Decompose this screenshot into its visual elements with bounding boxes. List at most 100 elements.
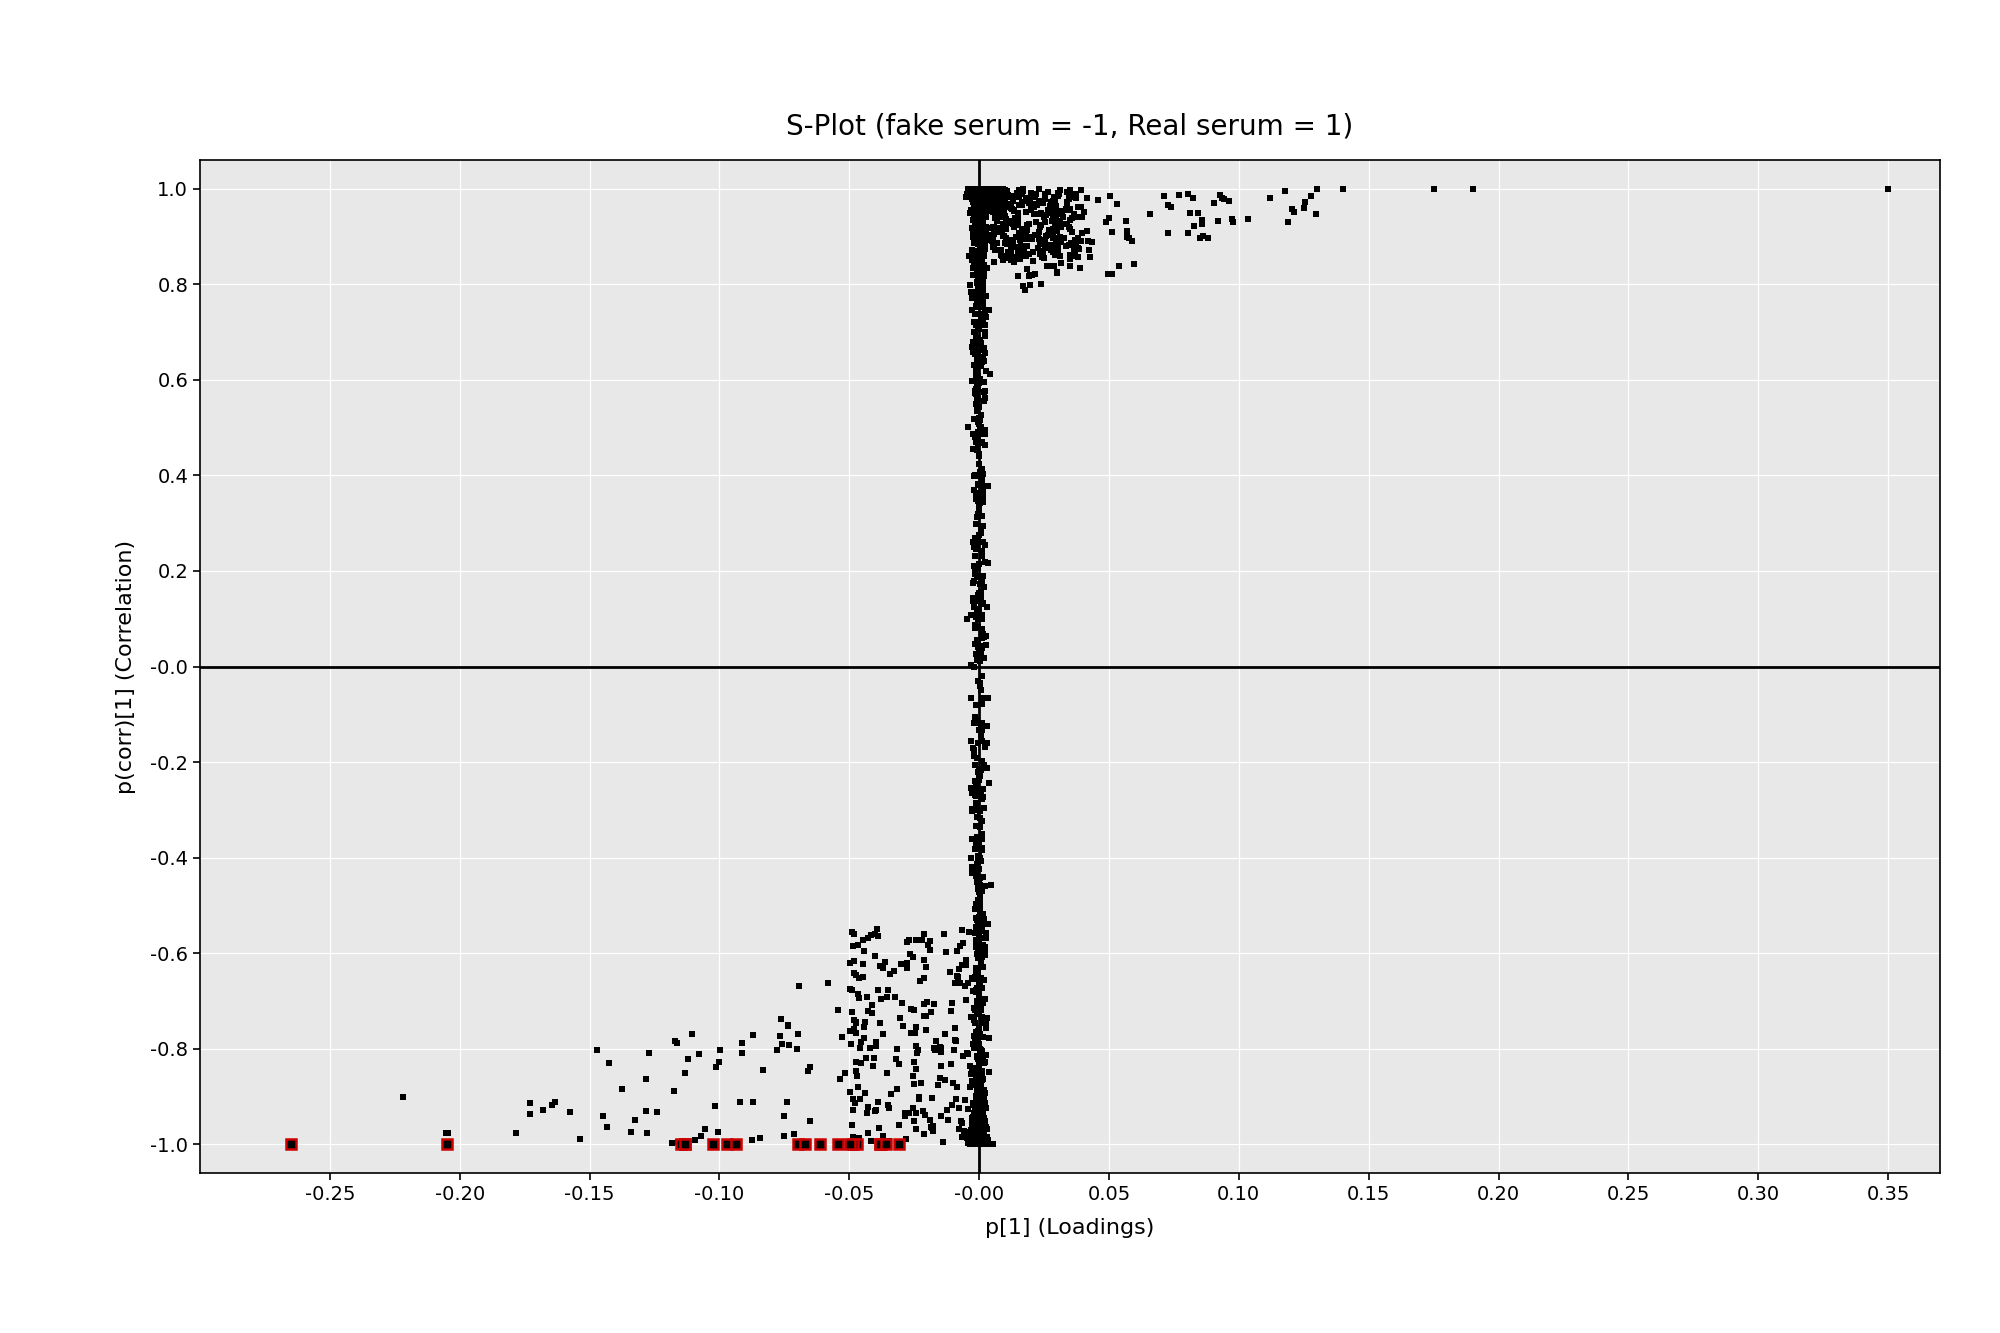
Point xyxy=(964,1100,996,1121)
Point xyxy=(834,978,866,1000)
Point xyxy=(946,1110,978,1132)
Point xyxy=(980,179,1012,200)
Point xyxy=(962,181,994,203)
Point xyxy=(1030,205,1062,227)
Point xyxy=(430,1133,462,1154)
Point xyxy=(968,187,1000,208)
Point xyxy=(962,1021,994,1042)
Point xyxy=(1054,256,1086,277)
Point xyxy=(966,515,998,536)
Point xyxy=(960,341,992,363)
Point xyxy=(960,532,992,553)
Point xyxy=(966,1041,998,1062)
Point xyxy=(962,215,994,236)
Point xyxy=(962,504,994,525)
Point xyxy=(966,179,998,200)
Point xyxy=(962,180,994,201)
Point xyxy=(988,180,1020,201)
Point xyxy=(1038,228,1070,249)
Point xyxy=(964,179,996,200)
Point xyxy=(966,1122,998,1144)
Point xyxy=(962,1130,994,1152)
Point xyxy=(1014,265,1046,287)
Point xyxy=(966,179,998,200)
Point xyxy=(964,1133,996,1154)
Point xyxy=(1208,188,1240,209)
Point xyxy=(958,179,990,200)
Point xyxy=(882,1114,914,1136)
Point xyxy=(960,604,992,625)
Point xyxy=(908,1005,940,1026)
Point xyxy=(964,885,996,906)
Point xyxy=(988,179,1020,200)
Point xyxy=(960,1098,992,1120)
Point xyxy=(964,237,996,259)
Point xyxy=(966,180,998,201)
Point xyxy=(956,371,988,392)
Point xyxy=(958,179,990,200)
Point xyxy=(960,1133,992,1154)
Point xyxy=(954,183,986,204)
Point xyxy=(964,191,996,212)
Point xyxy=(972,195,1004,216)
Point xyxy=(968,192,1000,213)
Point xyxy=(958,1109,990,1130)
Point xyxy=(844,1052,876,1073)
Point xyxy=(1006,184,1038,205)
Point xyxy=(976,184,1008,205)
Point xyxy=(956,1129,988,1150)
Point xyxy=(962,966,994,988)
Point xyxy=(974,191,1006,212)
Point xyxy=(994,243,1026,264)
Point xyxy=(962,1132,994,1153)
Point xyxy=(958,179,990,200)
Point xyxy=(966,523,998,544)
Point xyxy=(980,185,1012,207)
Point xyxy=(966,637,998,659)
Point xyxy=(968,1133,1000,1154)
Point xyxy=(968,988,1000,1009)
Point xyxy=(964,179,996,200)
Point xyxy=(942,1077,974,1098)
Point xyxy=(898,1110,930,1132)
Point xyxy=(1216,209,1248,231)
Point xyxy=(978,193,1010,215)
Point xyxy=(966,565,998,587)
Point xyxy=(954,203,986,224)
Point xyxy=(960,535,992,556)
Point xyxy=(1042,237,1074,259)
Point xyxy=(964,188,996,209)
Point xyxy=(964,1133,996,1154)
Point xyxy=(956,179,988,200)
Point xyxy=(962,179,994,200)
Point xyxy=(966,786,998,808)
Point xyxy=(858,945,890,966)
Point xyxy=(886,992,918,1013)
Point xyxy=(892,952,924,973)
Point xyxy=(848,940,880,961)
Point xyxy=(968,909,1000,930)
Point xyxy=(1046,231,1078,252)
Point xyxy=(960,179,992,200)
Point xyxy=(970,179,1002,200)
Point xyxy=(962,1121,994,1142)
Point xyxy=(958,1120,990,1141)
Point xyxy=(966,505,998,527)
Point xyxy=(968,179,1000,200)
Point xyxy=(956,1133,988,1154)
Point xyxy=(960,1133,992,1154)
Point xyxy=(970,179,1002,200)
Point xyxy=(1006,229,1038,251)
Point xyxy=(958,1133,990,1154)
Point xyxy=(1216,211,1248,232)
Point xyxy=(966,619,998,640)
Point xyxy=(962,411,994,432)
Point xyxy=(968,1121,1000,1142)
Point xyxy=(996,232,1028,253)
Point xyxy=(782,1022,814,1044)
Point xyxy=(916,1088,948,1109)
Point xyxy=(968,1080,1000,1101)
Point xyxy=(962,179,994,200)
Point xyxy=(972,179,1004,200)
Point xyxy=(962,475,994,496)
